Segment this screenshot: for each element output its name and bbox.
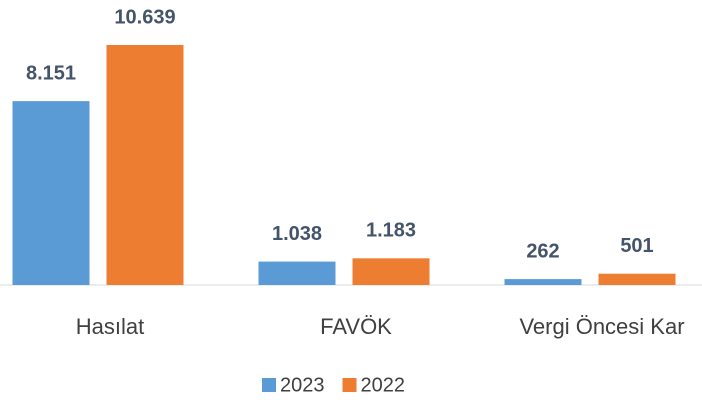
bar	[598, 273, 676, 285]
data-label: 1.038	[272, 223, 322, 245]
data-label: 1.183	[366, 220, 416, 242]
bar	[12, 101, 90, 285]
legend-swatch	[342, 378, 357, 392]
data-label: 10.639	[114, 6, 175, 28]
bar	[106, 45, 184, 285]
data-label: 262	[526, 240, 559, 262]
legend-swatch	[262, 378, 276, 392]
data-label: 8.151	[26, 62, 76, 84]
x-tick-label: Vergi Öncesi Kar	[519, 314, 684, 339]
legend-label: 2023	[280, 374, 325, 396]
bar	[258, 261, 336, 285]
legend-label: 2022	[361, 374, 406, 396]
bar	[352, 258, 430, 285]
data-label: 501	[620, 235, 653, 257]
x-tick-label: FAVÖK	[320, 314, 392, 339]
bar	[504, 279, 582, 285]
x-tick-label: Hasılat	[76, 314, 144, 339]
